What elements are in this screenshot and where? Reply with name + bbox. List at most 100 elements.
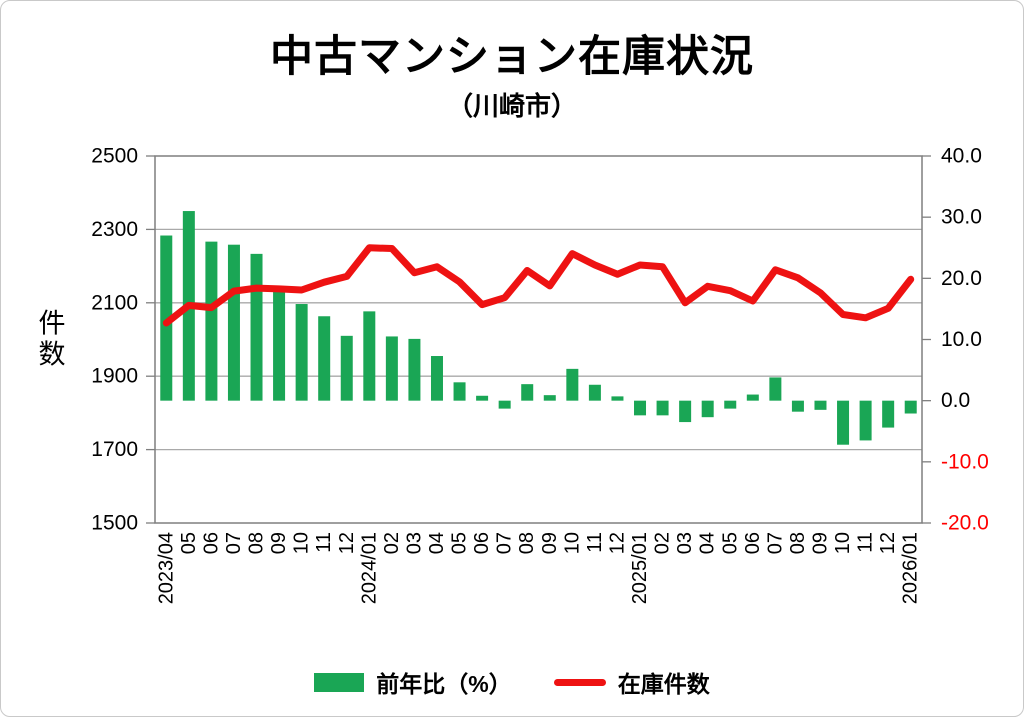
bar [273,287,286,401]
chart-title: 中古マンション在庫状況 [270,33,754,81]
bar [318,316,331,401]
x-tick-label: 2023/04 [155,532,177,604]
left-tick-label: 1700 [91,438,138,461]
chart-subtitle: （川崎市） [446,91,577,121]
x-tick-label: 10 [291,532,313,554]
x-tick-label: 08 [246,532,268,554]
bar [160,235,173,401]
bar [430,356,443,401]
bar [679,400,692,423]
left-tick-label: 2500 [91,145,138,168]
chart-legend: 前年比（%） 在庫件数 [0,663,1024,701]
bar [904,400,917,414]
x-tick-label: 11 [313,532,335,553]
x-tick-label: 09 [539,532,561,554]
right-axis: 40.0 30.0 20.0 10.0 0.0 -10.0 -20.0 [922,145,989,535]
bar [837,400,850,445]
plot-border [154,155,923,524]
x-tick-label: 10 [561,532,583,554]
bar [701,400,714,418]
x-tick-label: 03 [403,532,425,554]
bar [724,400,737,409]
bar [656,400,669,416]
bar [543,395,556,401]
x-tick-label: 06 [200,532,222,554]
right-tick-label: 10.0 [941,328,982,351]
inventory-line [162,244,915,327]
x-tick-label: 2026/01 [900,532,922,604]
bar [588,384,601,401]
bar [363,311,376,401]
chart-canvas: 2500 2300 2100 1900 1700 1500 件数 40.0 30.0 20.0 10… [39,145,989,605]
x-tick-label: 09 [268,532,290,554]
x-tick-label: 06 [742,532,764,554]
bar-swatch-icon [314,672,365,692]
x-tick-label: 03 [674,532,696,554]
x-tick-label: 02 [652,532,674,554]
x-tick-label: 09 [809,532,831,554]
legend-label-inventory: 在庫件数 [617,671,710,697]
bar [498,400,511,409]
x-tick-label: 05 [719,532,741,554]
bar [205,241,218,401]
bar [611,396,624,401]
legend-item-yoy: 前年比（%） [314,665,512,699]
right-tick-label: 20.0 [941,267,982,290]
bar [634,400,647,416]
bar [250,253,263,401]
right-tick-label: 40.0 [941,145,982,168]
bar [814,400,827,410]
line-swatch-icon [553,678,606,686]
left-axis-title: 数 [39,340,66,370]
x-tick-label: 12 [606,532,628,554]
right-tick-label: -20.0 [941,512,989,535]
x-tick-label: 07 [764,532,786,554]
bar [408,338,421,401]
bar [453,382,466,401]
x-tick-label: 11 [855,532,877,553]
x-tick-label: 12 [877,532,899,554]
bar [476,395,489,401]
bar [746,394,759,401]
x-tick-label: 10 [832,532,854,554]
x-axis-labels: 2023/04 05 06 07 08 09 10 11 12 2024/01 02 03 04 05 06… [155,532,921,604]
x-tick-label: 06 [471,532,493,554]
bar [227,244,240,401]
bar [769,377,782,401]
bar-series-yoy [160,211,917,445]
x-tick-label: 04 [426,532,448,554]
x-tick-label: 05 [178,532,200,554]
left-axis: 2500 2300 2100 1900 1700 1500 [91,145,155,535]
x-tick-label: 11 [584,532,606,553]
bar [859,400,872,441]
x-tick-label: 07 [494,532,516,554]
right-tick-label: -10.0 [941,450,989,473]
x-tick-label: 08 [516,532,538,554]
x-tick-label: 04 [697,532,719,554]
legend-label-yoy: 前年比（%） [376,671,512,697]
bar [791,400,804,412]
bar [295,304,308,401]
x-tick-label: 02 [381,532,403,554]
x-tick-label: 2024/01 [358,532,380,604]
bar [882,400,895,428]
left-tick-label: 2100 [91,291,138,314]
left-tick-label: 2300 [91,218,138,241]
x-tick-label: 05 [449,532,471,554]
left-axis-title: 件 [39,309,66,339]
bar [566,368,579,401]
bar [340,335,353,401]
gridlines [155,228,922,451]
right-tick-label: 0.0 [941,389,970,412]
x-tick-label: 08 [787,532,809,554]
left-tick-label: 1900 [91,365,138,388]
x-tick-label: 12 [336,532,358,554]
bar [521,384,534,401]
bar [385,336,398,401]
legend-item-inventory: 在庫件数 [553,665,710,699]
right-tick-label: 30.0 [941,206,982,229]
left-tick-label: 1500 [91,512,138,535]
x-tick-label: 2025/01 [629,532,651,604]
x-tick-label: 07 [223,532,245,554]
